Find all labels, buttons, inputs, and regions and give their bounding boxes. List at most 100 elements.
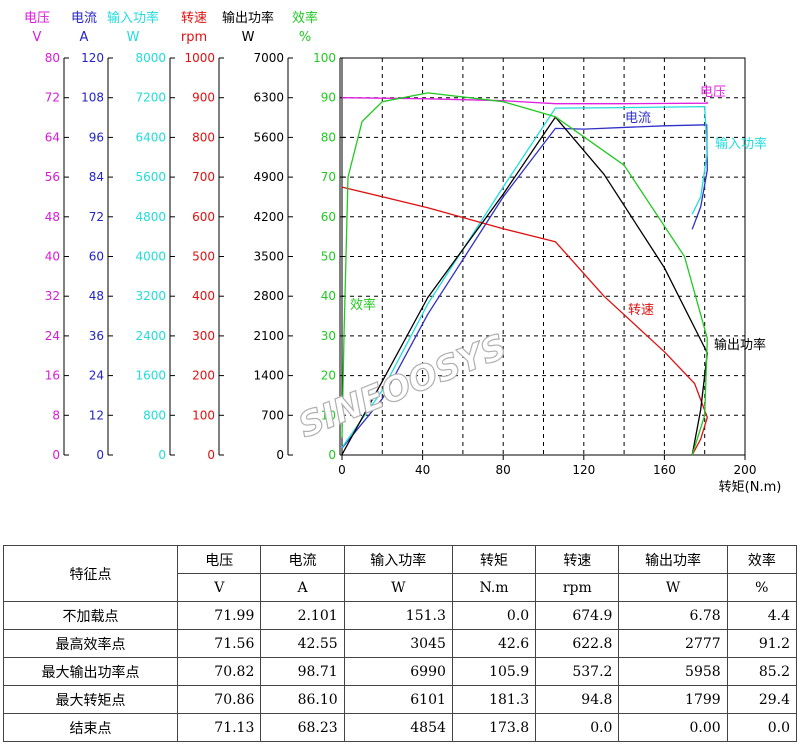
table-cell: 537.2	[535, 657, 620, 686]
table-cell: 2777	[618, 629, 728, 658]
tick-label: 4000	[135, 250, 166, 264]
table-cell: 42.55	[260, 629, 345, 658]
characteristic-points-table: 特征点 电压 电流 输入功率 转矩 转速 输出功率 效率 V A W N.m r…	[2, 545, 798, 742]
table-cell: 1799	[618, 685, 728, 714]
header-output-power: 输出功率	[618, 545, 728, 574]
table-cell: 6990	[343, 657, 453, 686]
tick-label: 36	[89, 329, 104, 343]
tick-label: 2800	[253, 289, 284, 303]
table-cell: 4854	[343, 713, 453, 742]
axis-title: 输出功率	[222, 10, 274, 26]
tick-label: 8	[52, 408, 60, 422]
axis-title: 电压	[24, 11, 50, 26]
tick-label: 90	[321, 91, 336, 105]
tick-label: 4900	[253, 170, 284, 184]
curve-annotation: 电压	[700, 85, 726, 100]
table-cell: 91.2	[726, 629, 798, 658]
table-cell: 71.99	[177, 601, 262, 630]
axis-title: 效率	[292, 10, 318, 26]
table-cell: 674.9	[535, 601, 620, 630]
tick-label: 7000	[253, 51, 284, 65]
tick-label: 300	[192, 329, 215, 343]
table-cell: 6.78	[618, 601, 728, 630]
table-cell: 0.0	[451, 601, 537, 630]
table-cell: 71.13	[177, 713, 262, 742]
axis-title: 电流	[71, 11, 97, 26]
header-voltage: 电压	[177, 545, 262, 574]
table-row: 最大转矩点 70.86 86.10 6101 181.3 94.8 1799 2…	[2, 685, 798, 714]
tick-label: 4200	[253, 210, 284, 224]
table-cell: 5958	[618, 657, 728, 686]
table-cell: 0.0	[726, 713, 798, 742]
table-cell: 70.86	[177, 685, 262, 714]
table-unit-row: V A W N.m rpm W %	[4, 573, 798, 602]
tick-label: 84	[89, 170, 104, 184]
x-tick-label: 40	[415, 463, 430, 477]
table-row: 结束点 71.13 68.23 4854 173.8 0.0 0.00 0.0	[2, 713, 798, 742]
tick-label: 0	[207, 448, 215, 462]
tick-label: 0	[96, 448, 104, 462]
curve-annotation: 效率	[350, 297, 376, 313]
table-cell: 181.3	[451, 685, 537, 714]
tick-label: 32	[45, 289, 60, 303]
tick-label: 72	[45, 91, 60, 105]
table-cell: 0.0	[535, 713, 620, 742]
tick-label: 56	[45, 170, 60, 184]
table-cell: 42.6	[451, 629, 537, 658]
axis-unit: V	[33, 30, 42, 45]
tick-label: 6400	[135, 130, 166, 144]
unit-speed: rpm	[535, 573, 620, 602]
row-label: 结束点	[2, 713, 179, 742]
table-cell: 70.82	[177, 657, 262, 686]
series-line	[341, 92, 708, 456]
table-cell: 68.23	[260, 713, 345, 742]
table-header-row: 特征点 电压 电流 输入功率 转矩 转速 输出功率 效率	[2, 545, 798, 602]
table-row: 不加载点 71.99 2.101 151.3 0.0 674.9 6.78 4.…	[2, 601, 798, 630]
axis-unit: %	[299, 30, 311, 45]
table-cell: 94.8	[535, 685, 620, 714]
table-corner-label: 特征点	[2, 545, 179, 602]
tick-label: 24	[89, 369, 104, 383]
series-line	[341, 186, 708, 456]
axis-title: 转速	[181, 11, 207, 26]
series-line	[341, 97, 708, 105]
tick-label: 7200	[135, 91, 166, 105]
tick-label: 600	[192, 210, 215, 224]
tick-label: 4800	[135, 210, 166, 224]
tick-label: 0	[276, 448, 284, 462]
tick-label: 3500	[253, 250, 284, 264]
x-tick-label: 80	[496, 463, 511, 477]
table-cell: 151.3	[343, 601, 453, 630]
table-cell: 71.56	[177, 629, 262, 658]
tick-label: 0	[52, 448, 60, 462]
tick-label: 800	[192, 130, 215, 144]
x-tick-label: 0	[338, 463, 346, 477]
unit-voltage: V	[177, 573, 262, 602]
table-cell: 3045	[343, 629, 453, 658]
unit-torque: N.m	[451, 573, 537, 602]
x-tick-label: 200	[734, 463, 757, 477]
axis-title: 输入功率	[107, 10, 159, 26]
tick-label: 3200	[135, 289, 166, 303]
tick-label: 700	[192, 170, 215, 184]
unit-current: A	[260, 573, 345, 602]
table-row: 最大输出功率点 70.82 98.71 6990 105.9 537.2 595…	[2, 657, 798, 686]
header-current: 电流	[260, 545, 345, 574]
axis-unit: rpm	[181, 30, 207, 45]
header-input-power: 输入功率	[343, 545, 453, 574]
tick-label: 48	[89, 289, 104, 303]
tick-label: 60	[321, 210, 336, 224]
tick-label: 1600	[135, 369, 166, 383]
table-cell: 6101	[343, 685, 453, 714]
tick-label: 6300	[253, 91, 284, 105]
row-label: 最高效率点	[2, 629, 179, 658]
table-cell: 0.00	[618, 713, 728, 742]
tick-label: 500	[192, 250, 215, 264]
tick-label: 900	[192, 91, 215, 105]
tick-label: 5600	[253, 130, 284, 144]
curve-annotation: 电流	[625, 111, 651, 126]
row-label: 最大输出功率点	[2, 657, 179, 686]
tick-label: 100	[313, 51, 336, 65]
unit-output-power: W	[618, 573, 728, 602]
table-cell: 85.2	[726, 657, 798, 686]
